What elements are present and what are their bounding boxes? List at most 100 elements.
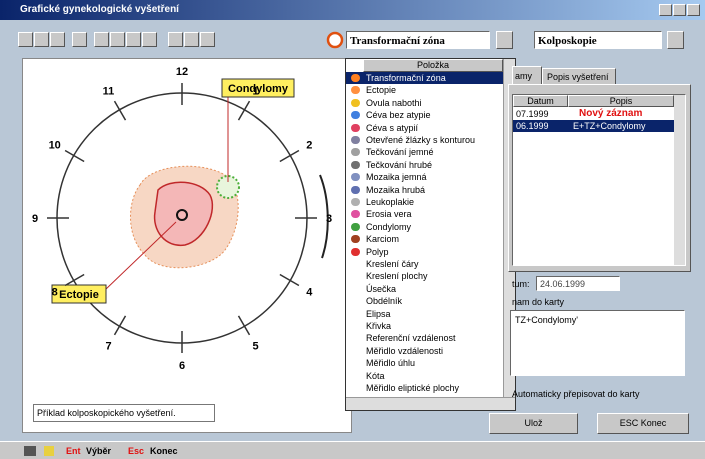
maximize-button[interactable] bbox=[673, 4, 686, 16]
list-item[interactable]: Elipsa bbox=[346, 308, 503, 320]
horizontal-scrollbar[interactable] bbox=[346, 397, 515, 410]
item-icon bbox=[351, 235, 360, 243]
list-header: Položka bbox=[363, 59, 503, 72]
toolbar-button[interactable] bbox=[50, 32, 65, 47]
hour-label: 2 bbox=[306, 140, 312, 152]
item-icon bbox=[351, 161, 360, 169]
hour-label: 10 bbox=[49, 140, 61, 152]
toolbar-button[interactable] bbox=[18, 32, 33, 47]
column-header: Popis bbox=[568, 95, 674, 107]
list-item[interactable]: Ovula nabothi bbox=[346, 97, 503, 109]
list-item[interactable]: Měřidlo eliptické plochy bbox=[346, 382, 503, 394]
list-item[interactable]: Úsečka bbox=[346, 283, 503, 295]
status-icon bbox=[24, 446, 36, 456]
hour-label: 4 bbox=[306, 287, 313, 299]
vertical-scrollbar[interactable] bbox=[674, 95, 685, 265]
list-item[interactable]: Transformační zóna bbox=[346, 72, 503, 84]
hour-tick bbox=[65, 151, 84, 162]
hour-tick bbox=[65, 275, 84, 286]
list-item[interactable]: Měřidlo úhlu bbox=[346, 357, 503, 369]
list-item[interactable]: Obdélník bbox=[346, 295, 503, 307]
tab[interactable]: amy bbox=[512, 66, 542, 85]
toolbar-button[interactable] bbox=[168, 32, 183, 47]
hour-tick bbox=[280, 151, 299, 162]
hour-tick bbox=[115, 316, 126, 335]
hour-label: 7 bbox=[105, 340, 111, 352]
list-item[interactable]: Leukoplakie bbox=[346, 196, 503, 208]
list-item[interactable]: Křivka bbox=[346, 320, 503, 332]
item-icon bbox=[351, 148, 360, 156]
list-item[interactable]: Mozaika hrubá bbox=[346, 184, 503, 196]
toolbar-button[interactable] bbox=[72, 32, 87, 47]
item-icon bbox=[351, 136, 360, 144]
toolbar-button[interactable] bbox=[200, 32, 215, 47]
combo-button[interactable] bbox=[496, 31, 513, 49]
list-item[interactable]: Ectopie bbox=[346, 84, 503, 96]
list-item[interactable]: Referenční vzdálenost bbox=[346, 332, 503, 344]
minimize-button[interactable] bbox=[659, 4, 672, 16]
hour-label: 11 bbox=[103, 86, 115, 98]
tab[interactable]: Popis vyšetření bbox=[542, 68, 616, 85]
hour-tick bbox=[239, 101, 250, 120]
hour-label: 1 bbox=[252, 86, 258, 98]
hour-label: 12 bbox=[176, 66, 188, 78]
card-text[interactable]: TZ+Condylomy' bbox=[510, 310, 685, 376]
item-icon bbox=[351, 111, 360, 119]
combo-button[interactable] bbox=[667, 31, 684, 49]
list-item[interactable]: Otevřené žlázky s konturou bbox=[346, 134, 503, 146]
annotation-label: Ectopie bbox=[59, 289, 99, 301]
item-icon bbox=[351, 186, 360, 194]
list-item[interactable]: Karciom bbox=[346, 233, 503, 245]
toolbar-button[interactable] bbox=[34, 32, 49, 47]
toolbar-button[interactable] bbox=[126, 32, 141, 47]
list-item[interactable]: Tečkování jemné bbox=[346, 146, 503, 158]
close-button[interactable] bbox=[687, 4, 700, 16]
status-action: Výběr bbox=[86, 446, 111, 456]
status-key: Ent bbox=[66, 446, 81, 456]
list-item[interactable]: Měřidlo vzdálenosti bbox=[346, 345, 503, 357]
list-item[interactable]: Céva bez atypie bbox=[346, 109, 503, 121]
date-field[interactable]: 24.06.1999 bbox=[536, 276, 620, 291]
item-icon bbox=[351, 210, 360, 218]
list-item[interactable]: Erosia vera bbox=[346, 208, 503, 220]
list-item[interactable]: Tečkování hrubé bbox=[346, 159, 503, 171]
column-header: Datum bbox=[513, 95, 568, 107]
list-item[interactable]: Polyp bbox=[346, 246, 503, 258]
close-button[interactable]: ESC Konec bbox=[597, 413, 689, 434]
item-icon bbox=[351, 173, 360, 181]
status-action: Konec bbox=[150, 446, 178, 456]
save-button[interactable]: Ulož bbox=[489, 413, 578, 434]
hour-label: 5 bbox=[252, 340, 258, 352]
list-item[interactable]: Mozaika jemná bbox=[346, 171, 503, 183]
tool-combo[interactable]: Transformační zóna bbox=[346, 31, 490, 49]
table-row[interactable]: 07.1999 Nový záznam bbox=[513, 108, 674, 120]
mode-combo[interactable]: Kolposkopie bbox=[534, 31, 662, 49]
toolbar-button[interactable] bbox=[142, 32, 157, 47]
item-icon bbox=[351, 124, 360, 132]
list-item[interactable]: Condylomy bbox=[346, 221, 503, 233]
toolbar-button[interactable] bbox=[110, 32, 125, 47]
records-table: Datum Popis 07.1999 Nový záznam 06.1999 … bbox=[512, 94, 686, 266]
cell: Nový záznam bbox=[579, 108, 642, 119]
toolbar-button[interactable] bbox=[94, 32, 109, 47]
card-label: nam do karty bbox=[512, 297, 564, 307]
app-window: Grafické gynekologické vyšetření Transfo… bbox=[0, 0, 705, 459]
list-item[interactable]: Kreslení čáry bbox=[346, 258, 503, 270]
item-icon bbox=[351, 74, 360, 82]
hour-label: 3 bbox=[326, 213, 332, 225]
list-item[interactable]: Kreslení plochy bbox=[346, 270, 503, 282]
list-item[interactable]: Céva s atypií bbox=[346, 122, 503, 134]
caption: Příklad kolposkopického vyšetření. bbox=[33, 404, 215, 422]
hour-label: 6 bbox=[179, 360, 185, 372]
date-label: tum: bbox=[512, 279, 530, 289]
status-icon bbox=[44, 446, 54, 456]
toolbar-button[interactable] bbox=[184, 32, 199, 47]
list-item[interactable]: Kóta bbox=[346, 370, 503, 382]
status-bar: Ent Výběr Esc Konec bbox=[0, 441, 705, 459]
table-row[interactable]: 06.1999 E+TZ+Condylomy bbox=[513, 120, 674, 132]
cell: E+TZ+Condylomy bbox=[573, 121, 646, 131]
auto-checkbox-label[interactable]: Automaticky přepisovat do karty bbox=[512, 389, 640, 399]
